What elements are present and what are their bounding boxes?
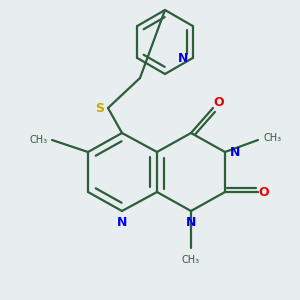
Text: CH₃: CH₃ [30, 135, 48, 145]
Text: N: N [186, 216, 196, 229]
Text: CH₃: CH₃ [182, 255, 200, 265]
Text: N: N [117, 216, 127, 229]
Text: O: O [214, 95, 224, 109]
Text: N: N [178, 52, 189, 64]
Text: N: N [230, 146, 240, 158]
Text: CH₃: CH₃ [263, 133, 281, 143]
Text: S: S [95, 101, 104, 115]
Text: O: O [259, 185, 269, 199]
